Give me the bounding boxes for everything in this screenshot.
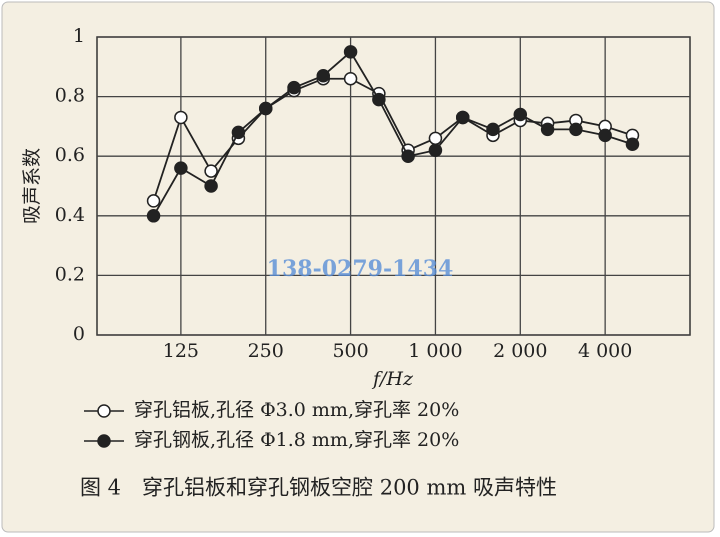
y-tick-label: 0.2 <box>55 263 85 285</box>
caption: 图 4 穿孔铝板和穿孔钢板空腔 200 mm 吸声特性 <box>80 476 557 500</box>
data-point <box>146 194 161 208</box>
legend-label: 穿孔铝板,孔径 Φ3.0 mm,穿孔率 20% <box>134 399 459 421</box>
data-point <box>372 92 386 107</box>
data-point <box>174 110 188 125</box>
data-point <box>204 164 218 178</box>
data-point <box>401 149 415 163</box>
legend-label: 穿孔钢板,孔径 Φ1.8 mm,穿孔率 20% <box>134 429 459 451</box>
data-point <box>569 122 583 137</box>
x-tick-label: 1 000 <box>408 340 462 362</box>
data-point <box>343 71 358 86</box>
y-tick-label: 0.6 <box>55 144 85 166</box>
data-point <box>456 110 470 125</box>
data-point <box>287 80 301 95</box>
data-point <box>174 161 188 175</box>
x-tick-label: 2 000 <box>493 340 547 362</box>
x-tick-label: 4 000 <box>578 340 632 362</box>
data-point <box>513 107 528 122</box>
y-tick-label: 0 <box>73 323 85 345</box>
data-point <box>204 179 218 193</box>
data-point <box>146 209 161 223</box>
data-point <box>428 143 443 157</box>
x-axis-label: f/Hz <box>371 368 414 390</box>
x-tick-label: 125 <box>163 340 199 362</box>
x-tick-label: 250 <box>248 340 284 362</box>
y-tick-label: 1 <box>73 25 85 47</box>
data-point <box>625 137 640 152</box>
y-tick-label: 0.8 <box>55 85 85 107</box>
data-point <box>258 101 273 116</box>
data-point <box>428 131 443 146</box>
x-tick-label: 500 <box>332 340 368 362</box>
data-point <box>598 128 612 143</box>
data-point <box>486 122 500 137</box>
legend-marker <box>97 404 111 418</box>
data-point <box>316 68 331 83</box>
data-point <box>343 45 358 59</box>
watermark: 138-0279-1434 <box>267 256 454 282</box>
y-tick-label: 0.4 <box>55 204 85 226</box>
data-point <box>540 122 555 137</box>
legend-marker <box>97 434 111 448</box>
y-axis-label: 吸声系数 <box>21 148 43 224</box>
data-point <box>231 125 246 140</box>
